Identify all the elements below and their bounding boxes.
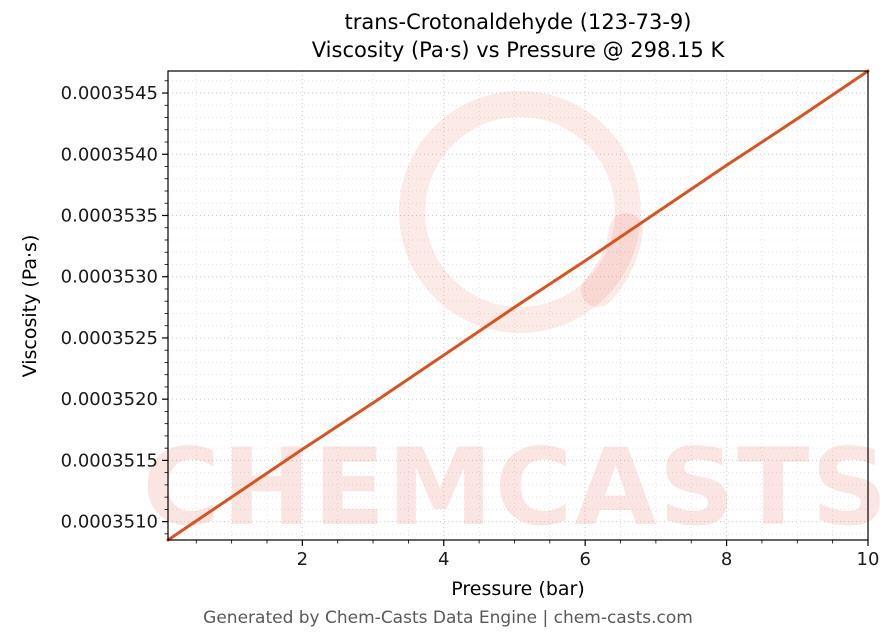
footer-credit: Generated by Chem-Casts Data Engine | ch…: [203, 608, 693, 628]
y-tick-label: 0.0003525: [61, 328, 158, 349]
watermark-ring-swirl: [581, 213, 643, 307]
y-tick-label: 0.0003535: [61, 205, 158, 226]
y-tick-label: 0.0003530: [61, 267, 158, 288]
y-tick-label: 0.0003545: [61, 83, 158, 104]
y-tick-label: 0.0003540: [61, 144, 158, 165]
viscosity-line: [166, 69, 870, 542]
axis-minor-ticks: [164, 80, 834, 544]
x-tick-label: 10: [857, 549, 880, 570]
chart-title-line2: Viscosity (Pa·s) vs Pressure @ 298.15 K: [311, 38, 725, 63]
watermark-text: CHEMCASTS: [142, 426, 889, 549]
x-axis-label: Pressure (bar): [451, 578, 585, 600]
chart-title-line1: trans-Crotonaldehyde (123-73-9): [344, 10, 692, 34]
watermark: CHEMCASTS: [142, 91, 889, 549]
x-tick-label: 4: [438, 549, 449, 570]
axes-spines: [167, 70, 869, 541]
tick-labels: 2 4 6 8 10 0.0003510 0.0003515 0.0003520 0.00035…: [61, 83, 880, 570]
y-tick-label: 0.0003510: [61, 512, 158, 533]
y-tick-label: 0.0003515: [61, 450, 158, 471]
y-axis-label: Viscosity (Pa·s): [19, 234, 41, 378]
grid-minor: [168, 71, 868, 540]
axis-ticks: [162, 92, 869, 546]
x-tick-label: 6: [579, 549, 590, 570]
y-tick-label: 0.0003520: [61, 389, 158, 410]
x-tick-label: 8: [721, 549, 732, 570]
x-tick-label: 2: [297, 549, 308, 570]
watermark-ring-icon: [399, 91, 641, 333]
chart-title: trans-Crotonaldehyde (123-73-9) Viscosit…: [168, 8, 868, 65]
